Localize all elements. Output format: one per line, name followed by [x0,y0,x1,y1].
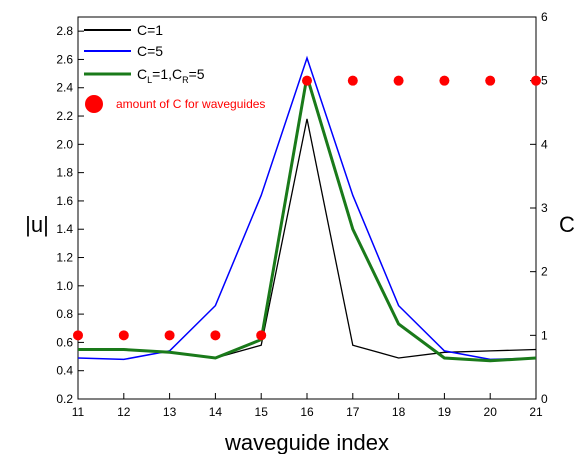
right-tick-label: 3 [541,201,548,215]
legend-swatch-amount [85,95,103,113]
c-amount-point [439,75,450,86]
x-tick-label: 20 [484,405,498,419]
left-tick-label: 1.6 [56,194,73,208]
x-tick-label: 15 [255,405,269,419]
c-amount-point [210,330,221,341]
right-tick-label: 2 [541,265,548,279]
x-tick-label: 17 [346,405,360,419]
c-amount-point [485,75,496,86]
left-tick-label: 2.2 [56,109,73,123]
right-tick-label: 6 [541,10,548,24]
series-layer [73,55,541,363]
x-tick-label: 11 [72,405,85,419]
right-tick-label: 1 [541,328,548,342]
left-tick-label: 1.8 [56,166,73,180]
x-axis-title: waveguide index [224,430,389,454]
left-tick-label: 1.0 [56,279,73,293]
x-tick-label: 21 [529,405,543,419]
left-axis-ticks: 0.2 0.4 0.6 0.8 1.0 1.2 1.4 1.6 1.8 2.0 2.2 2.4 2.6 2… [56,24,84,406]
legend-label-c1: C=1 [137,22,163,38]
c-amount-point [256,330,267,341]
legend-label-clcr: CL=1,CR=5 [137,66,205,85]
y-axis-left-title: |u| [25,212,49,237]
x-tick-label: 16 [300,405,314,419]
right-tick-label: 0 [541,392,548,406]
legend-clcr-mid: =1,C [152,66,182,82]
series-line-c-1 [78,118,537,359]
legend-clcr-sub-r: R [182,75,189,85]
left-tick-label: 0.8 [56,307,73,321]
legend: C=1 C=5 CL=1,CR=5 amount of C for wavegu… [84,22,265,113]
left-tick-label: 2.8 [56,24,73,38]
x-tick-label: 13 [163,405,177,419]
c-amount-point [347,75,358,86]
legend-label-c5: C=5 [137,43,163,59]
left-tick-label: 1.2 [56,251,73,265]
left-tick-label: 2.0 [56,137,73,151]
left-tick-label: 2.4 [56,81,73,95]
c-amount-point [302,75,312,86]
legend-clcr-sub-l: L [147,75,152,85]
c-amount-point [118,330,129,341]
x-tick-label: 18 [392,405,406,419]
c-amount-point [164,330,175,341]
c-amount-point [73,330,83,341]
legend-label-amount: amount of C for waveguides [116,97,265,111]
left-tick-label: 0.2 [56,392,73,406]
left-tick-label: 0.6 [56,335,73,349]
left-tick-label: 0.4 [56,364,73,378]
right-axis-ticks: 0 1 2 3 4 5 6 [530,10,548,406]
c-amount-point [531,75,541,86]
left-tick-label: 1.4 [56,222,73,236]
right-tick-label: 5 [541,74,548,88]
series-line-c-5 [77,55,537,361]
x-tick-label: 14 [209,405,223,419]
left-tick-label: 2.6 [56,52,73,66]
c-amount-point [393,75,404,86]
right-tick-label: 4 [541,137,548,151]
x-tick-label: 19 [438,405,452,419]
x-axis-ticks: 11 12 13 14 15 16 17 18 19 20 21 [72,393,543,419]
legend-clcr-c: C [137,66,147,82]
y-axis-right-title: C [559,212,575,237]
x-tick-label: 12 [117,405,131,419]
legend-clcr-end: =5 [189,66,205,82]
